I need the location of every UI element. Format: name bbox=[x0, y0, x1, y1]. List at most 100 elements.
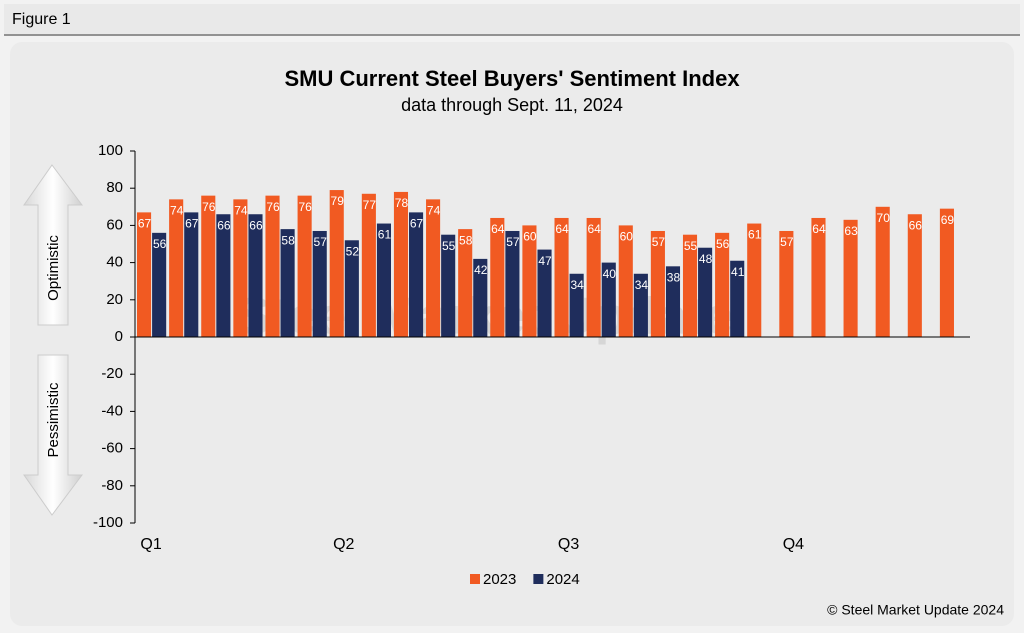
data-label: 40 bbox=[603, 267, 617, 281]
bar bbox=[137, 212, 152, 337]
x-tick-label: Q4 bbox=[783, 536, 804, 553]
legend-swatch bbox=[470, 574, 480, 584]
data-label: 60 bbox=[523, 230, 537, 244]
y-tick-label: -80 bbox=[101, 477, 123, 494]
data-label: 76 bbox=[202, 200, 216, 214]
data-label: 70 bbox=[877, 211, 891, 225]
bar bbox=[312, 230, 327, 337]
data-label: 64 bbox=[812, 222, 826, 236]
data-label: 55 bbox=[442, 239, 456, 253]
data-label: 42 bbox=[474, 263, 488, 277]
data-label: 61 bbox=[378, 228, 392, 242]
bar bbox=[473, 258, 488, 337]
bar bbox=[201, 195, 216, 337]
bar bbox=[586, 217, 601, 337]
legend-swatch bbox=[533, 574, 544, 584]
data-label: 47 bbox=[538, 254, 552, 268]
bar bbox=[537, 249, 552, 337]
bar bbox=[233, 199, 248, 337]
bar bbox=[169, 199, 184, 337]
bar bbox=[344, 240, 359, 337]
chart-title: SMU Current Steel Buyers' Sentiment Inde… bbox=[284, 66, 740, 91]
x-tick-label: Q1 bbox=[140, 536, 161, 553]
figure-label: Figure 1 bbox=[12, 11, 71, 28]
data-label: 67 bbox=[138, 217, 152, 231]
y-tick-label: 80 bbox=[106, 179, 123, 196]
bar bbox=[875, 206, 890, 337]
data-label: 34 bbox=[570, 278, 584, 292]
bar bbox=[216, 214, 231, 337]
y-tick-label: -20 bbox=[101, 365, 123, 382]
bar bbox=[376, 223, 391, 337]
down-arrow bbox=[23, 354, 83, 516]
data-label: 57 bbox=[652, 235, 666, 249]
data-label: 55 bbox=[684, 239, 698, 253]
bar bbox=[601, 262, 616, 337]
data-label: 57 bbox=[506, 235, 520, 249]
data-label: 64 bbox=[555, 222, 569, 236]
bar bbox=[650, 230, 665, 337]
data-label: 79 bbox=[331, 194, 345, 208]
y-tick-label: -40 bbox=[101, 402, 123, 419]
bar bbox=[569, 273, 584, 337]
footer: © Steel Market Update 2024 bbox=[827, 602, 1004, 618]
data-label: 58 bbox=[281, 233, 295, 247]
y-tick-label: 0 bbox=[115, 328, 123, 345]
data-label: 66 bbox=[909, 218, 923, 232]
bar bbox=[152, 232, 167, 337]
bar bbox=[329, 190, 344, 337]
bar bbox=[747, 223, 762, 337]
bar bbox=[441, 234, 456, 337]
data-label: 56 bbox=[716, 237, 730, 251]
x-tick-label: Q3 bbox=[558, 536, 579, 553]
bar bbox=[843, 219, 858, 337]
annotation: Pessimistic bbox=[45, 382, 62, 458]
up-arrow bbox=[23, 164, 83, 326]
bar bbox=[361, 193, 376, 337]
data-label: 76 bbox=[266, 200, 280, 214]
legend-label: 2024 bbox=[546, 571, 579, 588]
annotation: Optimistic bbox=[45, 235, 62, 301]
data-label: 74 bbox=[170, 204, 184, 218]
data-label: 56 bbox=[153, 237, 167, 251]
bar bbox=[265, 195, 280, 337]
bar bbox=[939, 208, 954, 337]
data-label: 48 bbox=[699, 252, 713, 266]
bar bbox=[184, 212, 199, 337]
bar bbox=[458, 229, 473, 337]
bar bbox=[715, 232, 730, 337]
bar bbox=[490, 217, 505, 337]
y-tick-label: 100 bbox=[98, 142, 123, 159]
data-label: 57 bbox=[780, 235, 794, 249]
chart-subtitle: data through Sept. 11, 2024 bbox=[401, 95, 623, 115]
data-label: 63 bbox=[844, 224, 858, 238]
data-label: 67 bbox=[410, 217, 424, 231]
bar bbox=[426, 199, 441, 337]
y-tick-label: -60 bbox=[101, 440, 123, 457]
bar bbox=[522, 225, 537, 337]
data-label: 58 bbox=[459, 233, 473, 247]
data-label: 52 bbox=[346, 244, 360, 258]
data-label: 41 bbox=[731, 265, 745, 279]
data-label: 64 bbox=[587, 222, 601, 236]
bar bbox=[393, 191, 409, 337]
bar bbox=[811, 217, 826, 337]
data-label: 38 bbox=[667, 270, 681, 284]
y-tick-label: -100 bbox=[93, 514, 123, 531]
data-label: 66 bbox=[217, 218, 231, 232]
data-label: 74 bbox=[234, 204, 248, 218]
bar bbox=[907, 214, 922, 337]
y-tick-label: 20 bbox=[106, 291, 123, 308]
bar bbox=[633, 273, 648, 337]
data-label: 60 bbox=[620, 230, 634, 244]
data-label: 76 bbox=[298, 200, 312, 214]
data-label: 61 bbox=[748, 228, 762, 242]
bar bbox=[409, 212, 424, 337]
data-label: 66 bbox=[249, 218, 263, 232]
bar bbox=[779, 230, 794, 337]
data-label: 64 bbox=[491, 222, 505, 236]
bar bbox=[665, 266, 681, 337]
y-tick-label: 40 bbox=[106, 254, 123, 271]
